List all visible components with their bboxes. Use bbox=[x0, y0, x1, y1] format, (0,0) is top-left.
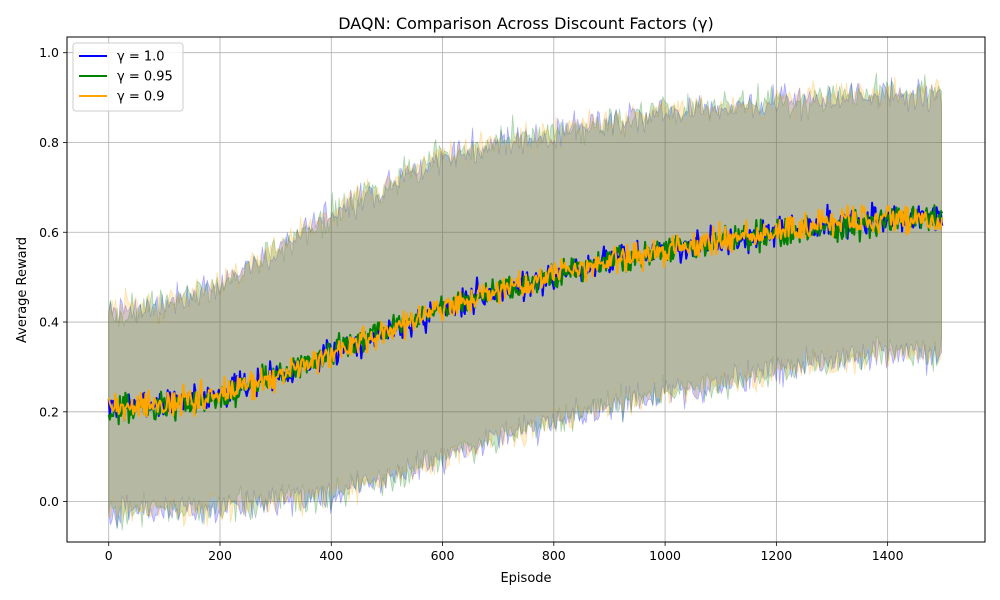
plot-frame bbox=[66, 36, 986, 543]
y-axis-title: Average Reward bbox=[15, 237, 30, 343]
x-tick-label: 400 bbox=[319, 548, 343, 563]
y-tick-label: 0.6 bbox=[39, 225, 59, 240]
x-tick-label: 800 bbox=[542, 548, 566, 563]
x-tick-label: 1200 bbox=[760, 548, 792, 563]
y-tick-label: 0.0 bbox=[39, 494, 59, 509]
variance-band-2 bbox=[108, 76, 942, 527]
x-tick-label: 0 bbox=[105, 548, 113, 563]
chart-title: DAQN: Comparison Across Discount Factors… bbox=[338, 14, 714, 33]
x-tick-label: 600 bbox=[431, 548, 455, 563]
line-layer bbox=[107, 201, 944, 426]
x-tick-label: 1000 bbox=[649, 548, 681, 563]
legend-label: γ = 0.9 bbox=[117, 90, 165, 105]
y-tick-label: 1.0 bbox=[39, 45, 59, 60]
tick-layer: 0 200 400 600 800 1000 1200 1400 0.0 0.2 0.4 0.6 0.8… bbox=[39, 45, 903, 563]
y-tick-label: 0.8 bbox=[39, 135, 59, 150]
legend-label: γ = 1.0 bbox=[117, 50, 165, 65]
legend-label: γ = 0.95 bbox=[117, 70, 173, 85]
grid-layer bbox=[67, 37, 985, 542]
x-tick-label: 1400 bbox=[872, 548, 904, 563]
x-axis-title: Episode bbox=[500, 571, 551, 586]
legend-box bbox=[72, 42, 184, 112]
variance-band-1 bbox=[108, 72, 942, 531]
y-tick-label: 0.4 bbox=[39, 315, 59, 330]
series-line-2 bbox=[107, 204, 944, 422]
variance-band-0 bbox=[108, 77, 942, 528]
legend: γ = 1.0 γ = 0.95 γ = 0.9 bbox=[72, 42, 184, 112]
x-tick-label: 200 bbox=[208, 548, 232, 563]
y-tick-label: 0.2 bbox=[39, 404, 59, 419]
band-layer bbox=[108, 72, 942, 531]
